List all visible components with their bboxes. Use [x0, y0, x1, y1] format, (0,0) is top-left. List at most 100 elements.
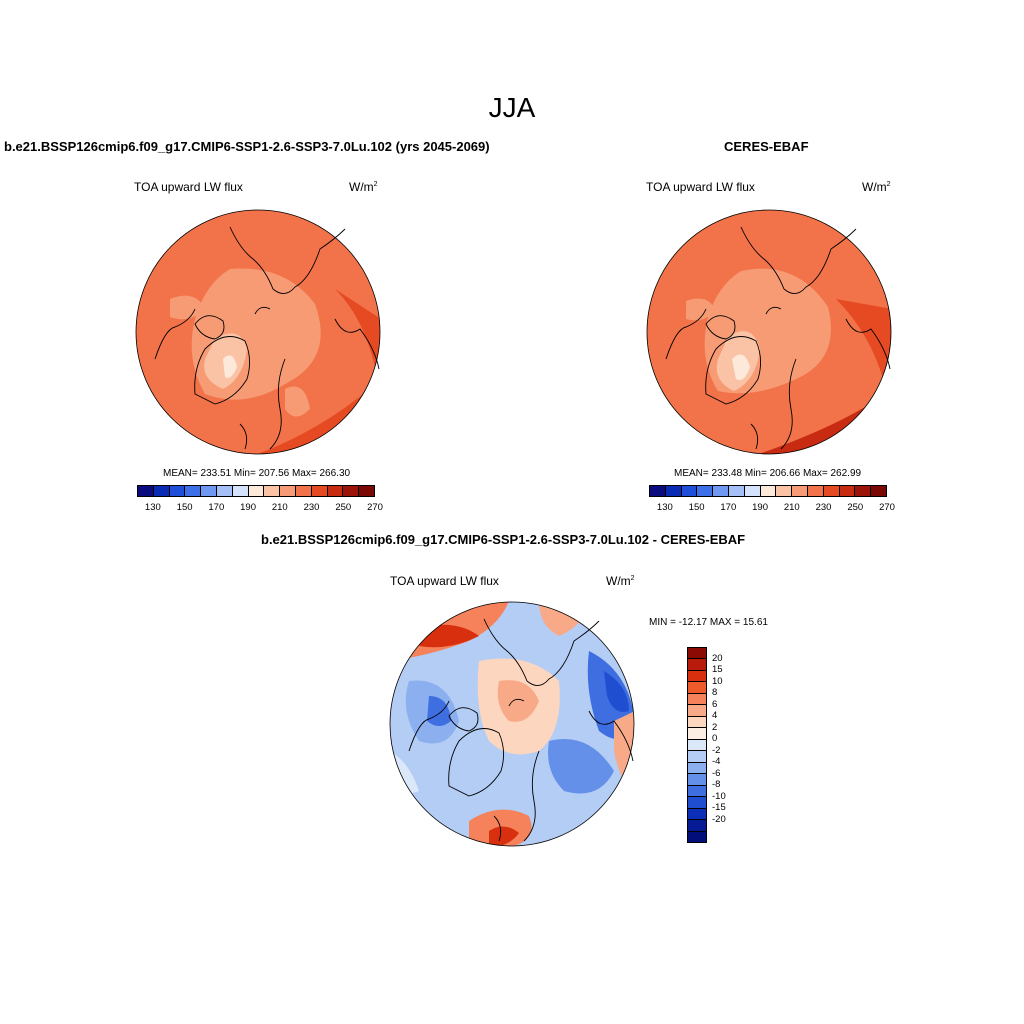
colorbar-swatch [688, 785, 706, 798]
colorbar-swatch [688, 739, 706, 752]
colorbar-tick-label: 0 [712, 733, 718, 745]
colorbar-swatch [823, 486, 840, 496]
diff-unit-label: W/m2 [606, 574, 635, 588]
colorbar-swatch [688, 762, 706, 775]
colorbar-swatch [744, 486, 761, 496]
colorbar-tick-label: 10 [712, 675, 723, 687]
colorbar-tick-label: 8 [712, 687, 718, 699]
diff-variable-label: TOA upward LW flux [390, 574, 499, 588]
colorbar-swatch [688, 716, 706, 729]
model-stats: MEAN= 233.51 Min= 207.56 Max= 266.30 [163, 468, 351, 479]
colorbar-swatch [688, 820, 706, 832]
colorbar-tick-label: 130 [656, 502, 673, 513]
colorbar-tick-label: 150 [176, 502, 193, 513]
colorbar-swatch [807, 486, 824, 496]
colorbar-tick-label: 270 [367, 502, 383, 513]
colorbar-swatch [311, 486, 328, 496]
colorbar-swatch [201, 486, 217, 496]
model-panel-title: b.e21.BSSP126cmip6.f09_g17.CMIP6-SSP1-2.… [4, 139, 490, 154]
obs-polar-map [646, 209, 892, 455]
model-polar-map [135, 209, 381, 455]
main-title: JJA [488, 92, 536, 123]
colorbar-swatch [688, 808, 706, 821]
colorbar-swatch [650, 486, 666, 496]
colorbar-tick-label: 4 [712, 710, 718, 722]
obs-colorbar [649, 485, 887, 497]
colorbar-swatch [232, 486, 249, 496]
colorbar-swatch [855, 486, 872, 496]
colorbar-swatch [688, 682, 706, 694]
colorbar-tick-label: 130 [144, 502, 161, 513]
diff-panel-title: b.e21.BSSP126cmip6.f09_g17.CMIP6-SSP1-2.… [261, 532, 746, 547]
colorbar-tick-label: -10 [712, 790, 726, 802]
colorbar-swatch [665, 486, 682, 496]
colorbar-tick-label: 230 [303, 502, 320, 513]
colorbar-swatch [359, 486, 374, 496]
model-colorbar [137, 485, 375, 497]
colorbar-tick-label: 210 [271, 502, 288, 513]
colorbar-swatch [713, 486, 729, 496]
colorbar-swatch [343, 486, 360, 496]
colorbar-swatch [688, 774, 706, 786]
colorbar-swatch [728, 486, 745, 496]
colorbar-swatch [792, 486, 808, 496]
colorbar-swatch [688, 751, 706, 763]
colorbar-swatch [169, 486, 186, 496]
obs-unit-label: W/m2 [862, 180, 891, 194]
colorbar-swatch [681, 486, 698, 496]
colorbar-swatch [280, 486, 296, 496]
colorbar-tick-label: 170 [720, 502, 737, 513]
colorbar-swatch [185, 486, 202, 496]
colorbar-swatch [871, 486, 886, 496]
colorbar-tick-label: 150 [688, 502, 705, 513]
colorbar-swatch [264, 486, 281, 496]
colorbar-tick-label: -15 [712, 802, 726, 814]
colorbar-tick-label: 6 [712, 698, 718, 710]
colorbar-swatch [153, 486, 170, 496]
diff-colorbar-ticks: 20 15 10 8 6 4 2 0 -2 -4 -6 -8 -10 -15 -20 [712, 647, 752, 843]
colorbar-tick-label: 2 [712, 721, 718, 733]
colorbar-tick-label: 250 [847, 502, 864, 513]
colorbar-tick-label: 250 [335, 502, 352, 513]
colorbar-swatch [776, 486, 793, 496]
colorbar-tick-label: 20 [712, 652, 723, 664]
diff-stats: MIN = -12.17 MAX = 15.61 [649, 617, 768, 628]
obs-colorbar-ticks: 130 150 170 190 210 230 250 270 [649, 502, 895, 516]
colorbar-swatch [688, 670, 706, 683]
colorbar-tick-label: 15 [712, 664, 723, 676]
model-variable-label: TOA upward LW flux [134, 180, 243, 194]
colorbar-swatch [216, 486, 233, 496]
colorbar-swatch [697, 486, 714, 496]
colorbar-tick-label: 230 [815, 502, 832, 513]
diff-polar-map [389, 601, 635, 847]
colorbar-swatch [295, 486, 312, 496]
colorbar-tick-label: -6 [712, 767, 721, 779]
colorbar-swatch [248, 486, 265, 496]
obs-panel-title: CERES-EBAF [724, 139, 809, 154]
colorbar-swatch [839, 486, 856, 496]
colorbar-swatch [688, 797, 706, 809]
colorbar-swatch [688, 648, 706, 660]
colorbar-tick-label: 170 [208, 502, 225, 513]
colorbar-swatch [688, 831, 706, 842]
colorbar-swatch [327, 486, 344, 496]
colorbar-tick-label: -8 [712, 779, 721, 791]
colorbar-swatch [138, 486, 154, 496]
model-colorbar-ticks: 130 150 170 190 210 230 250 270 [137, 502, 383, 516]
colorbar-swatch [688, 693, 706, 706]
colorbar-tick-label: -4 [712, 756, 721, 768]
colorbar-tick-label: 270 [879, 502, 895, 513]
obs-stats: MEAN= 233.48 Min= 206.66 Max= 262.99 [674, 468, 862, 479]
colorbar-tick-label: 210 [783, 502, 800, 513]
colorbar-tick-label: 190 [240, 502, 256, 513]
colorbar-swatch [688, 728, 706, 740]
diff-colorbar [687, 647, 707, 843]
colorbar-swatch [688, 659, 706, 671]
colorbar-tick-label: 190 [752, 502, 768, 513]
colorbar-tick-label: -2 [712, 744, 721, 756]
colorbar-swatch [760, 486, 777, 496]
colorbar-tick-label: -20 [712, 813, 726, 825]
model-unit-label: W/m2 [349, 180, 378, 194]
colorbar-swatch [688, 705, 706, 717]
obs-variable-label: TOA upward LW flux [646, 180, 755, 194]
